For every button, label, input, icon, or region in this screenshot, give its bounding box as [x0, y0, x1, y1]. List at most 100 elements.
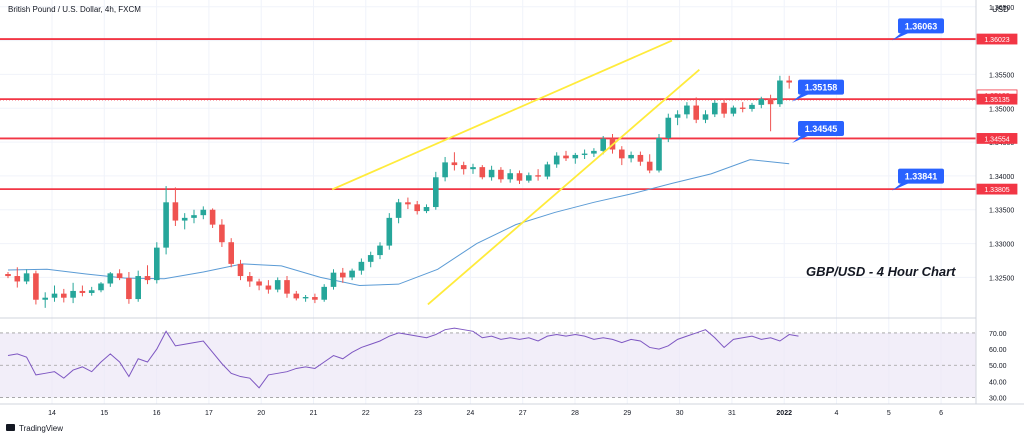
price-tag-box	[976, 133, 1018, 144]
candle-body	[88, 290, 95, 293]
candle-body	[395, 202, 402, 218]
candle	[321, 284, 327, 302]
candle-body	[265, 285, 272, 290]
candle	[181, 213, 188, 230]
candle-body	[79, 290, 86, 293]
candle-body	[70, 290, 76, 298]
candle-body	[405, 202, 411, 205]
candle	[219, 219, 225, 247]
candle-body	[386, 217, 393, 246]
candle-body	[572, 154, 579, 159]
time-tick-label: 6	[939, 410, 943, 417]
support-resistance-levels[interactable]	[0, 38, 976, 191]
rsi-axis[interactable]: 70.00 60.00 50.00 40.00 30.00	[989, 331, 1007, 403]
time-tick-label: 31	[728, 410, 736, 417]
candle	[619, 146, 625, 166]
candle	[488, 165, 495, 181]
candle	[191, 209, 197, 224]
candle-body	[786, 80, 792, 83]
candle	[209, 208, 216, 229]
candle-body	[144, 276, 151, 281]
candle	[358, 258, 365, 275]
rsi-tick-label: 70.00	[989, 331, 1007, 338]
candle	[535, 169, 541, 181]
candle	[51, 285, 58, 302]
candle-body	[302, 297, 309, 299]
price-tick-label: 1.35500	[989, 72, 1014, 79]
price-callout[interactable]: 1.35158	[792, 79, 844, 102]
price-callout[interactable]: 1.33841	[892, 168, 944, 191]
price-tick-label: 1.33500	[989, 208, 1014, 215]
candle	[777, 75, 783, 107]
candle-body	[758, 98, 765, 105]
candle	[526, 172, 532, 183]
candle	[749, 102, 755, 112]
candle	[116, 269, 123, 281]
candle	[498, 167, 504, 183]
callout-pointer	[792, 93, 810, 102]
candle	[405, 197, 411, 210]
candle-body	[470, 167, 476, 170]
price-tick-label: 1.35000	[989, 106, 1014, 113]
callout-price-text: 1.35158	[805, 83, 838, 93]
price-callout[interactable]: 1.36063	[892, 18, 944, 41]
candle-body	[563, 155, 569, 159]
time-tick-label: 28	[571, 410, 579, 417]
price-tag-text: 1.36023	[984, 37, 1009, 44]
time-tick-label: 20	[257, 410, 265, 417]
candle-body	[553, 155, 560, 165]
candle	[256, 278, 262, 291]
candle-body	[767, 98, 774, 105]
callout-price-text: 1.33841	[905, 172, 938, 182]
candle-body	[247, 276, 253, 282]
candle-body	[33, 273, 39, 300]
candle-body	[172, 202, 179, 221]
candle-body	[479, 167, 486, 178]
wedge-upper-trendline[interactable]	[331, 39, 673, 191]
candle	[637, 151, 644, 166]
price-callouts[interactable]: 1.36063 1.35158 1.34545 1.33841	[792, 18, 944, 191]
candle-body	[367, 255, 374, 262]
candle-body	[739, 107, 746, 109]
candle-body	[274, 280, 281, 290]
candle	[591, 148, 597, 157]
wedge-lower-trendline[interactable]	[427, 69, 700, 306]
price-tag-text: 1.33805	[984, 187, 1009, 194]
candle-body	[116, 273, 123, 279]
time-axis[interactable]: 14 15 16 17 20 21 22 23 24 27 28 29 30 31 2022 4 5 6	[48, 410, 943, 417]
time-tick-label: 17	[205, 410, 213, 417]
time-tick-label: 2022	[776, 410, 792, 417]
rsi-line	[7, 327, 799, 389]
candle-body	[730, 107, 737, 114]
candle	[228, 238, 234, 268]
candle	[665, 113, 672, 143]
candle-body	[135, 276, 141, 300]
price-tag-text: 1.34554	[984, 136, 1009, 143]
candle-body	[126, 278, 132, 300]
tradingview-logo[interactable]: TradingView	[6, 424, 63, 433]
candle	[302, 294, 309, 302]
candle-body	[209, 209, 216, 225]
candle	[507, 169, 513, 183]
candle-body	[14, 276, 21, 282]
candle	[712, 100, 718, 118]
candle-body	[693, 105, 699, 120]
candle	[107, 271, 114, 287]
candle-body	[163, 202, 169, 248]
candle	[163, 186, 169, 255]
price-callout[interactable]: 1.34545	[792, 121, 844, 144]
candle	[367, 251, 374, 268]
candle-body	[721, 102, 727, 114]
candle-body	[591, 150, 597, 154]
candle	[628, 151, 634, 163]
candle	[451, 152, 458, 171]
candle-body	[535, 175, 541, 177]
candle	[247, 271, 253, 287]
rising-wedge-trendlines[interactable]	[331, 39, 700, 306]
callout-price-text: 1.34545	[805, 124, 838, 134]
candle-body	[600, 138, 606, 151]
price-axis-tag: 1.35135	[976, 93, 1018, 105]
candle-body	[702, 114, 709, 120]
